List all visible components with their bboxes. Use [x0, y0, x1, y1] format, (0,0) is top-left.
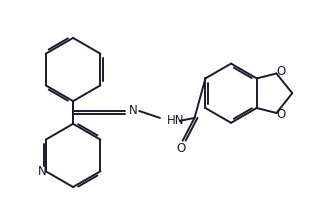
- Text: N: N: [129, 105, 138, 118]
- Text: O: O: [176, 142, 185, 155]
- Text: O: O: [277, 109, 286, 122]
- Text: HN: HN: [167, 114, 184, 127]
- Text: O: O: [277, 65, 286, 78]
- Text: N: N: [37, 165, 46, 178]
